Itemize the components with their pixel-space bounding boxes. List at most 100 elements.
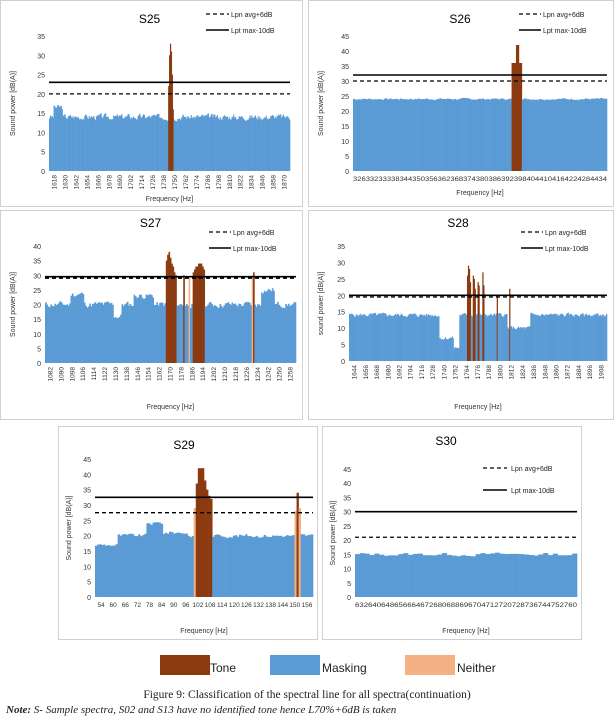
bar: [142, 298, 145, 363]
bar: [382, 99, 385, 171]
bar: [148, 523, 151, 597]
bar: [59, 301, 62, 363]
bar: [561, 98, 564, 171]
bar: [286, 116, 288, 171]
bar: [116, 114, 118, 171]
bar: [82, 294, 85, 363]
bar: [248, 118, 250, 171]
bar: [241, 535, 244, 597]
bar: [396, 313, 399, 361]
bar: [68, 115, 71, 171]
bar: [210, 498, 213, 597]
bar: [210, 114, 212, 171]
bar: [466, 98, 468, 171]
bar: [279, 306, 282, 363]
bar: [281, 307, 283, 363]
bar: [191, 303, 193, 363]
bar: [529, 99, 531, 171]
bar: [212, 536, 215, 597]
bar: [568, 315, 570, 361]
bar: [243, 118, 245, 171]
bar: [446, 339, 449, 361]
bar: [576, 314, 578, 361]
bar: [559, 315, 561, 361]
bar: [520, 327, 522, 361]
bar: [372, 313, 375, 361]
x-tick-label: 1106: [80, 367, 87, 381]
bar: [86, 307, 89, 363]
bar: [495, 313, 498, 361]
bar: [382, 312, 384, 361]
bar: [167, 120, 169, 171]
bar: [558, 98, 561, 171]
x-tick-label: 1122: [102, 367, 109, 381]
bar: [390, 315, 392, 361]
bar: [487, 316, 489, 361]
bar: [62, 304, 65, 363]
chart-svg-s25: S25 0 5 10 15 20 25 30 35 Sound power [dB(A)] Lpn …: [10, 12, 291, 203]
bar: [93, 303, 95, 363]
bar: [407, 315, 409, 361]
bar: [70, 116, 72, 171]
bar: [125, 303, 128, 363]
bar: [365, 315, 367, 361]
bar: [293, 302, 295, 363]
bar: [419, 315, 421, 361]
x-tick-label: 1810: [227, 175, 234, 190]
y-tick-label: 0: [87, 595, 91, 602]
bar: [576, 99, 578, 171]
bar: [529, 326, 531, 361]
bar: [510, 98, 512, 171]
bar: [501, 316, 503, 361]
bar: [526, 327, 528, 361]
bar: [95, 545, 98, 597]
bar: [573, 316, 575, 361]
bar: [121, 114, 123, 171]
bar: [71, 293, 74, 363]
bar: [411, 314, 413, 361]
bar: [219, 304, 222, 363]
x-tick-label: 126: [241, 602, 252, 609]
bar: [395, 313, 397, 361]
bar: [127, 114, 129, 171]
bar: [526, 99, 529, 171]
bar: [81, 292, 83, 363]
bar: [582, 99, 584, 171]
bar: [536, 314, 538, 361]
bar: [222, 536, 225, 597]
bar: [497, 313, 499, 361]
bar: [265, 115, 267, 171]
x-tick-label: 1194: [200, 367, 207, 381]
bar: [380, 99, 383, 171]
bar: [196, 116, 198, 171]
bar: [506, 314, 508, 361]
bar: [535, 99, 537, 171]
bar: [388, 99, 391, 171]
bar: [225, 116, 228, 171]
bar: [123, 118, 125, 171]
bar: [179, 533, 182, 597]
bar: [117, 117, 119, 171]
bar: [383, 555, 390, 597]
bar: [367, 98, 370, 171]
bar: [59, 106, 62, 171]
bar: [154, 522, 157, 597]
bar: [483, 285, 485, 361]
bar: [140, 294, 142, 363]
bar: [131, 117, 133, 171]
bar: [460, 98, 462, 171]
bar: [258, 304, 261, 363]
bar: [163, 119, 165, 171]
bar: [216, 307, 219, 363]
bar: [277, 301, 279, 363]
bar: [476, 99, 479, 171]
bar: [173, 272, 176, 363]
bar: [272, 115, 275, 171]
bar: [140, 116, 142, 171]
y-tick-label: 20: [341, 109, 349, 116]
bar: [72, 116, 74, 171]
bar: [601, 98, 603, 171]
y-tick-label: 15: [37, 111, 45, 118]
bar: [386, 315, 388, 361]
bar: [224, 303, 227, 363]
